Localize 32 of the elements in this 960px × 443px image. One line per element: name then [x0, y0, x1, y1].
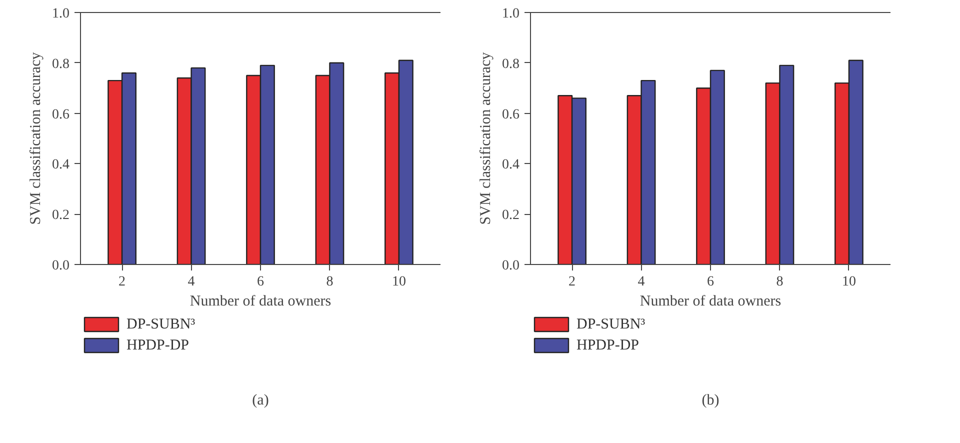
- legend-label: HPDP-DP: [576, 338, 640, 354]
- x-axis-title: Number of data owners: [640, 294, 782, 310]
- x-tick-label: 6: [707, 274, 714, 290]
- x-tick-label: 4: [188, 274, 195, 290]
- y-tick-label: 1.0: [502, 6, 520, 22]
- legend-label: DP-SUBN³: [576, 316, 646, 332]
- legend-label: HPDP-DP: [126, 338, 190, 354]
- y-tick-label: 0.4: [502, 158, 520, 173]
- y-tick-label: 0.8: [502, 56, 520, 72]
- x-tick-label: 2: [568, 274, 576, 290]
- text: (b): [702, 392, 720, 408]
- x-tick-label: 8: [326, 274, 334, 290]
- y-tick-label: 0.0: [52, 258, 70, 274]
- x-tick-label: 8: [776, 274, 784, 290]
- y-tick-label: 1.0: [52, 6, 70, 22]
- y-tick-label: 0.8: [52, 56, 70, 72]
- x-axis-title: Number of data owners: [190, 294, 332, 310]
- legend-label: DP-SUBN³: [126, 316, 196, 332]
- text: (a): [252, 392, 269, 408]
- y-axis-title: SVM classification accuracy: [28, 52, 44, 225]
- x-tick-label: 2: [118, 274, 126, 290]
- y-tick-label: 0.6: [52, 107, 70, 122]
- y-tick-label: 0.2: [52, 208, 70, 224]
- y-axis-title: SVM classification accuracy: [478, 52, 494, 225]
- y-tick-label: 0.2: [502, 208, 520, 224]
- x-tick-label: 10: [842, 274, 856, 290]
- y-tick-label: 0.4: [52, 158, 70, 173]
- y-tick-label: 0.0: [502, 258, 520, 274]
- x-tick-label: 10: [392, 274, 406, 290]
- x-tick-label: 4: [638, 274, 645, 290]
- y-tick-label: 0.6: [502, 107, 520, 122]
- x-tick-label: 6: [257, 274, 264, 290]
